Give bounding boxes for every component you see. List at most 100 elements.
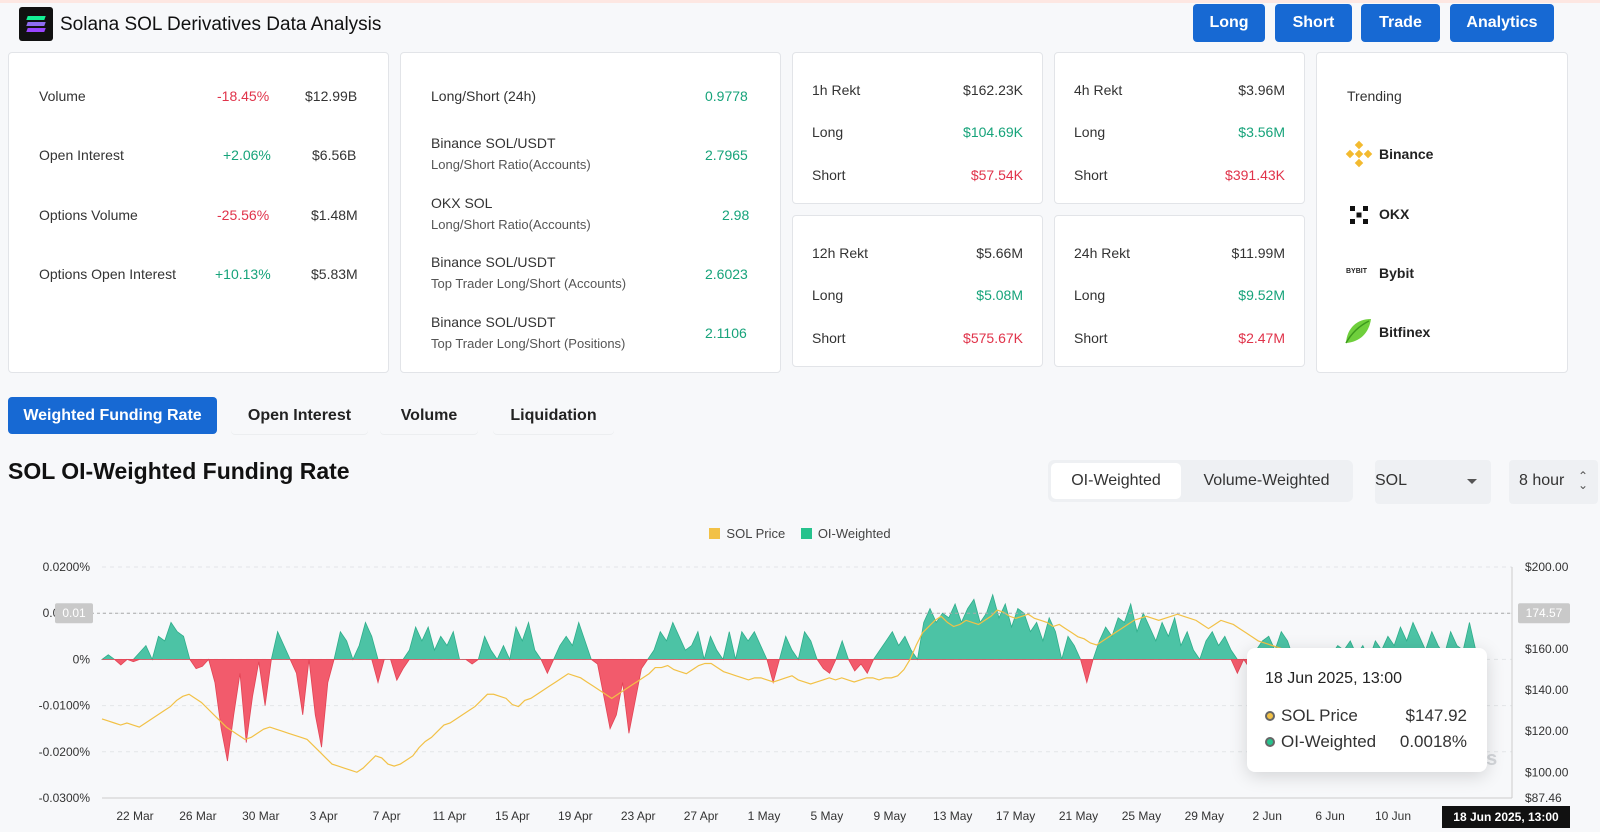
rekt-long: $104.69K [963, 124, 1023, 140]
rekt-long: $5.08M [976, 287, 1023, 303]
x-tick-label: 22 Mar [116, 809, 153, 823]
ratio-label: Long/Short (24h) [431, 88, 537, 104]
ratio-label: Binance SOL/USDT Long/Short Ratio(Account… [431, 135, 591, 172]
x-tick-label: 29 May [1185, 809, 1224, 823]
ratio-value: 2.6023 [705, 266, 748, 282]
chart-tooltip: 18 Jun 2025, 13:00 SOL Price $147.92 OI-… [1247, 648, 1487, 772]
x-tick-label: 30 Mar [242, 809, 279, 823]
short-button[interactable]: Short [1275, 4, 1352, 42]
trending-title: Trending [1347, 88, 1402, 104]
rekt-short-label: Short [1074, 167, 1108, 183]
stat-value: $12.99B [305, 88, 358, 104]
tooltip-price-row: SOL Price $147.92 [1265, 706, 1471, 726]
rekt-total: $5.66M [976, 245, 1023, 261]
x-tick-label: 3 Apr [310, 809, 338, 823]
volume-weighted-toggle[interactable]: Volume-Weighted [1183, 463, 1350, 499]
rekt-long-label: Long [1074, 287, 1106, 303]
rekt-card-1h: 1h Rekt $162.23K Long $104.69K Short $57… [792, 52, 1043, 204]
top-accent-line [0, 0, 1600, 3]
ratio-value: 2.7965 [705, 147, 748, 163]
ratio-label: Binance SOL/USDT Top Trader Long/Short (A… [431, 254, 627, 291]
y-right-tick-label: $200.00 [1525, 560, 1569, 574]
rekt-short: $57.54K [970, 167, 1023, 183]
trending-item-binance[interactable]: Binance [1345, 140, 1434, 168]
analytics-button[interactable]: Analytics [1450, 4, 1554, 42]
x-tick-label: 13 May [933, 809, 972, 823]
stat-change: +10.13% [215, 266, 271, 282]
tooltip-price-label: SOL Price [1281, 706, 1358, 725]
bybit-icon: BYBIT [1346, 268, 1367, 275]
tab-weighted-funding-rate[interactable]: Weighted Funding Rate [8, 397, 217, 434]
rekt-total: $11.99M [1231, 245, 1285, 261]
rekt-short: $391.43K [1225, 167, 1285, 183]
price-dot-icon [1265, 711, 1275, 721]
rekt-long: $9.52M [1238, 287, 1285, 303]
funding-rate-chart[interactable]: 0.0200%0.0100%0%-0.0100%-0.0200%-0.0300%… [0, 550, 1600, 832]
stat-value: $1.48M [311, 207, 358, 223]
x-tick-label: 1 May [748, 809, 781, 823]
stat-label: Options Open Interest [39, 266, 176, 282]
bitfinex-icon [1345, 319, 1371, 344]
stat-change: -25.56% [217, 207, 270, 223]
tab-liquidation[interactable]: Liquidation [493, 397, 614, 434]
y-left-tick-label: 0.0200% [43, 560, 91, 574]
weighting-toggle: OI-Weighted Volume-Weighted [1048, 460, 1353, 502]
x-tick-label: 26 Mar [179, 809, 216, 823]
tooltip-oi-row: OI-Weighted 0.0018% [1265, 732, 1471, 752]
trending-item-okx[interactable]: OKX [1350, 206, 1409, 224]
y-left-tick-label: -0.0200% [39, 745, 91, 759]
rekt-long-label: Long [812, 124, 844, 140]
crosshair-right-label: 174.57 [1526, 606, 1563, 620]
trending-item-label: Binance [1379, 146, 1434, 162]
ratio-label: OKX SOL Long/Short Ratio(Accounts) [431, 195, 591, 232]
legend-sol-price[interactable]: SOL Price [726, 526, 786, 541]
crosshair-right-badge [1518, 603, 1570, 624]
interval-select-value: 8 hour [1519, 472, 1565, 489]
rekt-short-label: Short [812, 330, 846, 346]
y-right-tick-label: $87.46 [1525, 791, 1562, 805]
solana-logo-icon [19, 7, 53, 41]
y-right-tick-label: $140.00 [1525, 683, 1569, 697]
rekt-long-label: Long [812, 287, 844, 303]
rekt-card-4h: 4h Rekt $3.96M Long $3.56M Short $391.43… [1054, 52, 1305, 204]
x-tick-label: 2 Jun [1253, 809, 1282, 823]
stat-change: +2.06% [223, 147, 271, 163]
ratio-value: 2.98 [722, 207, 750, 223]
stat-value: $6.56B [312, 147, 357, 163]
interval-select[interactable]: 8 hour ⌃ ⌄ [1509, 460, 1598, 504]
rekt-short-label: Short [812, 167, 846, 183]
rekt-long: $3.56M [1238, 124, 1285, 140]
rekt-card-24h: 24h Rekt $11.99M Long $9.52M Short $2.47… [1054, 215, 1305, 367]
symbol-select[interactable]: SOL [1375, 460, 1491, 504]
market-stats-card: Volume -18.45% $12.99B Open Interest +2.… [8, 52, 389, 373]
oi-weighted-toggle[interactable]: OI-Weighted [1051, 463, 1181, 499]
tooltip-price-value: $147.92 [1405, 706, 1467, 725]
up-down-arrows-icon: ⌃ ⌄ [1577, 469, 1588, 492]
trending-item-label: Bybit [1379, 265, 1414, 281]
y-right-tick-label: $160.00 [1525, 642, 1569, 656]
rekt-title: 1h Rekt [812, 82, 861, 98]
trending-item-bybit[interactable]: BYBIT Bybit [1346, 265, 1414, 281]
rekt-title: 24h Rekt [1074, 245, 1131, 261]
tooltip-time: 18 Jun 2025, 13:00 [1265, 670, 1403, 687]
symbol-select-value: SOL [1375, 472, 1408, 489]
tab-volume[interactable]: Volume [380, 397, 478, 434]
tooltip-oi-label: OI-Weighted [1281, 732, 1377, 751]
sol-price-legend-swatch [709, 528, 721, 539]
header: Solana SOL Derivatives Data Analysis Lon… [0, 3, 1600, 47]
chart-legend: SOL Price OI-Weighted [0, 526, 1600, 541]
x-tick-label: 11 Apr [433, 809, 467, 823]
tooltip-oi-value: 0.0018% [1399, 732, 1467, 751]
stat-label: Options Volume [39, 207, 138, 223]
trade-button[interactable]: Trade [1361, 4, 1440, 42]
okx-icon [1350, 206, 1368, 224]
ratio-value: 2.1106 [705, 325, 747, 341]
legend-oi-weighted[interactable]: OI-Weighted [817, 526, 891, 541]
chart-title: SOL OI-Weighted Funding Rate [8, 458, 350, 484]
trending-item-bitfinex[interactable]: Bitfinex [1345, 319, 1430, 344]
long-button[interactable]: Long [1193, 4, 1265, 42]
oi-dot-icon [1265, 737, 1275, 747]
tab-open-interest[interactable]: Open Interest [231, 397, 368, 434]
x-tick-label: 7 Apr [373, 809, 401, 823]
y-left-tick-label: 0% [73, 652, 91, 666]
